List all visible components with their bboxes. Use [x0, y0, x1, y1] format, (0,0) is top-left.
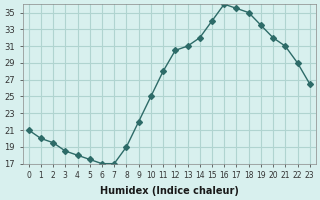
X-axis label: Humidex (Indice chaleur): Humidex (Indice chaleur) — [100, 186, 239, 196]
